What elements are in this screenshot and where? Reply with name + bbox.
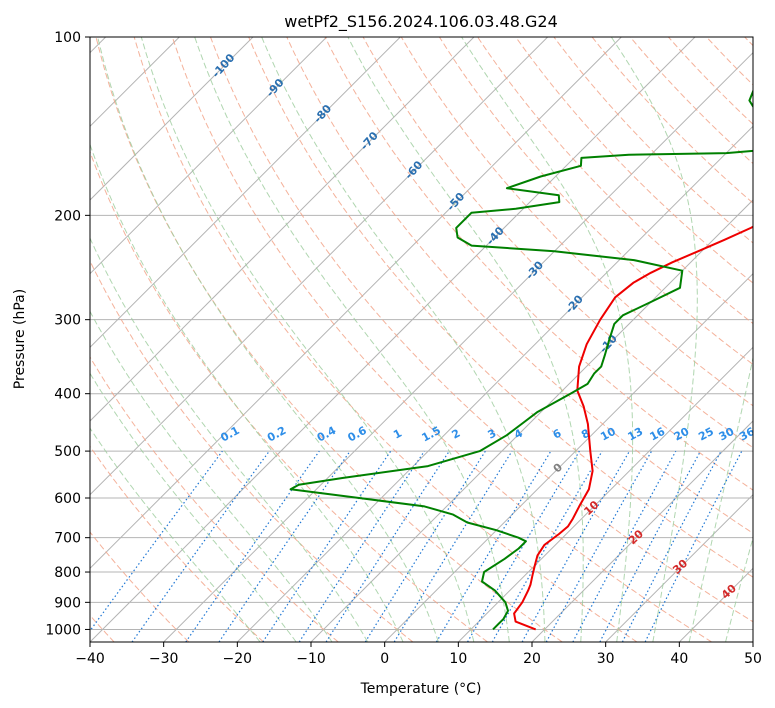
chart-title: wetPf2_S156.2024.106.03.48.G24	[284, 12, 558, 32]
y-tick-label: 800	[54, 565, 81, 581]
mixing-ratio-label: 30	[717, 425, 737, 444]
x-tick-label: −40	[75, 651, 105, 667]
y-tick-label: 300	[54, 313, 81, 329]
isotherm-line	[605, 493, 753, 642]
y-tick-label: 200	[54, 208, 81, 224]
moist-adiabat-line	[97, 37, 439, 642]
y-tick-label: 100	[54, 30, 81, 46]
dry-adiabat-line	[90, 150, 488, 642]
isotherm-line	[90, 37, 401, 349]
mixing-ratio-line	[262, 450, 392, 642]
isotherm-line	[90, 37, 254, 201]
dry-adiabat-line	[90, 356, 339, 642]
mixing-ratio-line	[545, 450, 653, 642]
y-axis-label: Pressure (hPa)	[12, 289, 28, 389]
mixing-ratio-label: 20	[672, 425, 692, 444]
dry-adiabat-line	[90, 259, 414, 642]
moist-adiabat-line	[90, 427, 261, 642]
isotherm-line	[90, 37, 622, 570]
pressure-gridlines	[90, 37, 753, 630]
x-axis-ticks: −40 −30 −20 −10 0 10 20 30 40 50	[75, 642, 762, 667]
isotherm-line	[531, 420, 753, 642]
isotherm-line	[90, 37, 549, 496]
mixing-ratio-line	[572, 450, 677, 642]
x-tick-label: −20	[223, 651, 253, 667]
x-tick-label: 0	[380, 651, 389, 667]
x-tick-label: 50	[744, 651, 762, 667]
mixing-ratio-label: 16	[648, 425, 668, 444]
dry-adiabat-line	[438, 37, 753, 366]
y-tick-label: 1000	[45, 622, 81, 638]
dry-adiabat-line	[90, 445, 264, 642]
x-tick-label: 20	[523, 651, 541, 667]
mixing-ratio-line	[131, 450, 270, 642]
mixing-ratio-label: 25	[696, 425, 716, 444]
mixing-ratio-line	[185, 450, 320, 642]
isotherm-line	[90, 37, 475, 422]
y-tick-label: 600	[54, 491, 81, 507]
dry-adiabat-line	[400, 37, 753, 407]
mixing-ratio-line	[325, 450, 450, 642]
mixing-ratio-label: 36	[737, 425, 757, 444]
x-tick-label: −30	[149, 651, 179, 667]
temperature-profile-line	[513, 225, 753, 631]
isotherm-line	[90, 37, 696, 642]
mixing-ratio-label: 13	[626, 425, 646, 444]
isotherm-line	[384, 272, 753, 642]
mixing-ratio-line	[298, 450, 425, 642]
sounding-profiles	[289, 88, 753, 631]
mixing-ratio-lines	[90, 450, 743, 642]
mixing-ratio-label: 10	[598, 425, 618, 444]
mixing-ratio-line	[90, 450, 223, 632]
dry-adiabat-line	[515, 37, 753, 284]
y-tick-label: 900	[54, 595, 81, 611]
plot-area: -100-90-80-70-60-50-40-30-20-100.1 0.2 0.4…	[90, 37, 757, 642]
x-tick-label: 10	[449, 651, 467, 667]
plot-frame	[89, 36, 754, 643]
x-tick-label: −10	[296, 651, 326, 667]
y-tick-label: 400	[54, 387, 81, 403]
isotherm-line	[236, 125, 753, 642]
mixing-ratio-line	[644, 450, 743, 642]
mixing-ratio-line	[393, 450, 513, 642]
moist-adiabat-line	[90, 142, 404, 642]
dewpoint-profile-line	[289, 88, 753, 631]
isotherm-line	[163, 51, 753, 642]
x-axis-label: Temperature (°C)	[360, 681, 482, 697]
dry-adiabat-line	[248, 37, 753, 578]
moist-adiabat-line	[610, 37, 698, 642]
dry-adiabat-line	[286, 37, 753, 534]
y-axis-ticks: 100 200 300 400 500 600 700 800 900 1000	[45, 30, 90, 638]
moist-adiabats	[90, 37, 753, 642]
moist-adiabat-line	[90, 372, 297, 642]
mixing-ratio-line	[521, 450, 631, 642]
moist-adiabat-line	[261, 37, 546, 642]
y-tick-label: 500	[54, 444, 81, 460]
isotherm-line	[90, 37, 328, 275]
dry-adiabat-line	[210, 37, 753, 623]
dry-adiabat-line	[90, 531, 190, 642]
moist-adiabat-line	[347, 37, 584, 642]
x-tick-label: 40	[670, 651, 688, 667]
dry-adiabat-line	[133, 37, 638, 642]
y-tick-label: 700	[54, 531, 81, 547]
skewed-isotherms	[90, 37, 753, 642]
x-tick-label: 30	[597, 651, 615, 667]
isotherm-line	[457, 346, 753, 642]
dry-adiabat-line	[171, 37, 712, 642]
moist-adiabat-line	[140, 37, 475, 642]
mixing-ratio-line	[218, 450, 351, 642]
moist-adiabat-line	[90, 236, 369, 642]
